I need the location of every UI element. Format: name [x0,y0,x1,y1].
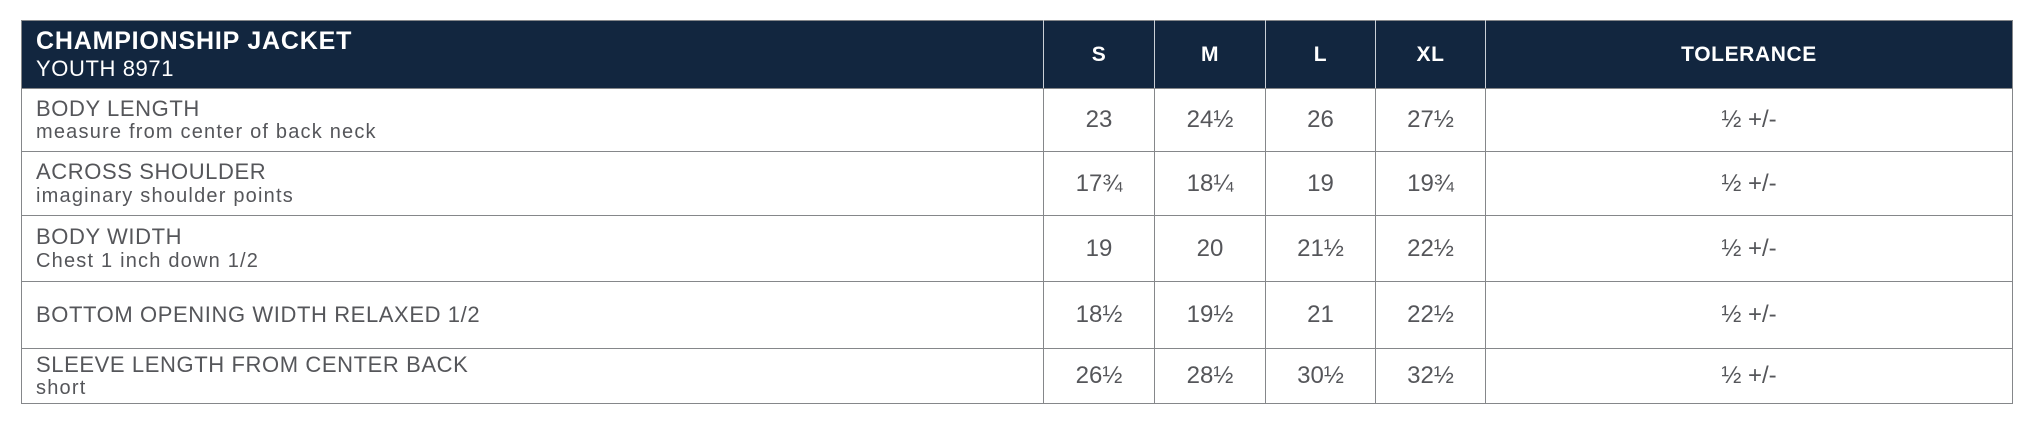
size-value-cell: 28½ [1154,348,1266,404]
measurement-description: short [36,377,87,400]
table-row: BODY LENGTH measure from center of back … [21,88,2013,152]
tolerance-cell: ½ +/- [1485,348,2013,404]
size-value-cell: 22½ [1375,281,1486,349]
product-header-cell: CHAMPIONSHIP JACKET YOUTH 8971 [21,20,1044,89]
size-value-cell: 26½ [1043,348,1155,404]
size-chart-table: CHAMPIONSHIP JACKET YOUTH 8971 S M L XL … [21,20,2013,404]
table-row: SLEEVE LENGTH FROM CENTER BACK short 26½… [21,348,2013,404]
tolerance-cell: ½ +/- [1485,281,2013,349]
table-row: BODY WIDTH Chest 1 inch down 1/2 19 20 2… [21,215,2013,282]
tolerance-column-header: TOLERANCE [1485,20,2013,89]
header-row: CHAMPIONSHIP JACKET YOUTH 8971 S M L XL … [21,20,2013,89]
size-value-cell: 24½ [1154,88,1266,152]
size-value-cell: 20 [1154,215,1266,282]
measurement-description: imaginary shoulder points [36,184,294,207]
measurement-name: BODY WIDTH [36,224,183,250]
measurement-name: SLEEVE LENGTH FROM CENTER BACK [36,351,469,377]
size-value-cell: 26 [1265,88,1376,152]
size-value-cell: 32½ [1375,348,1486,404]
measurement-name: BODY LENGTH [36,95,200,121]
tolerance-cell: ½ +/- [1485,88,2013,152]
measurement-name: BOTTOM OPENING WIDTH RELAXED 1/2 [36,302,481,328]
measurement-label-cell: ACROSS SHOULDER imaginary shoulder point… [21,151,1044,216]
size-column-header-l: L [1265,20,1376,89]
size-value-cell: 21½ [1265,215,1376,282]
product-title: CHAMPIONSHIP JACKET [36,27,353,56]
measurement-name: ACROSS SHOULDER [36,159,267,185]
size-value-cell: 27½ [1375,88,1486,152]
size-column-header-xl: XL [1375,20,1486,89]
size-value-cell: 19 [1265,151,1376,216]
size-value-cell: 19¾ [1375,151,1486,216]
size-column-header-s: S [1043,20,1155,89]
size-value-cell: 18½ [1043,281,1155,349]
measurement-label-cell: BODY LENGTH measure from center of back … [21,88,1044,152]
size-value-cell: 22½ [1375,215,1486,282]
size-value-cell: 21 [1265,281,1376,349]
tolerance-cell: ½ +/- [1485,215,2013,282]
size-value-cell: 19 [1043,215,1155,282]
tolerance-cell: ½ +/- [1485,151,2013,216]
measurement-description: measure from center of back neck [36,121,377,144]
size-value-cell: 18¼ [1154,151,1266,216]
size-value-cell: 19½ [1154,281,1266,349]
size-value-cell: 17¾ [1043,151,1155,216]
size-column-header-m: M [1154,20,1266,89]
product-code: YOUTH 8971 [36,56,175,82]
measurement-label-cell: BOTTOM OPENING WIDTH RELAXED 1/2 [21,281,1044,349]
measurement-label-cell: SLEEVE LENGTH FROM CENTER BACK short [21,348,1044,404]
size-value-cell: 30½ [1265,348,1376,404]
measurement-description: Chest 1 inch down 1/2 [36,249,260,272]
size-value-cell: 23 [1043,88,1155,152]
table-row: BOTTOM OPENING WIDTH RELAXED 1/2 18½ 19½… [21,281,2013,349]
measurement-label-cell: BODY WIDTH Chest 1 inch down 1/2 [21,215,1044,282]
table-row: ACROSS SHOULDER imaginary shoulder point… [21,151,2013,216]
